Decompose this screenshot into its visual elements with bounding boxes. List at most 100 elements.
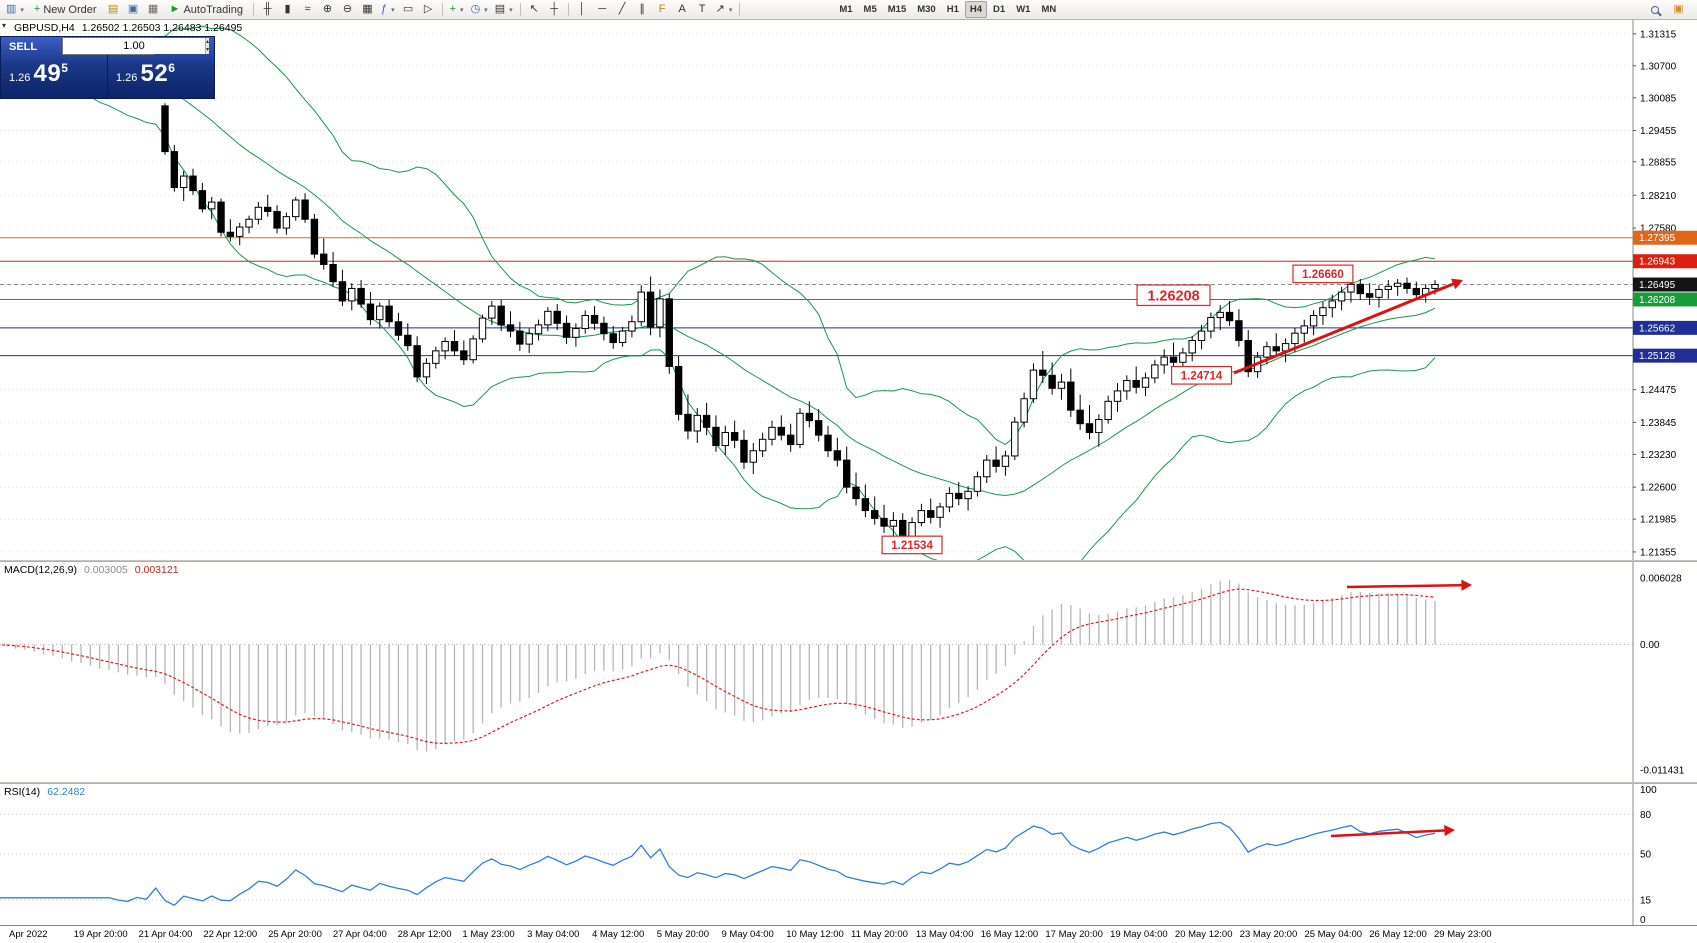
svg-text:1.28210: 1.28210	[1640, 191, 1677, 202]
time-axis-label: 13 May 04:00	[915, 929, 974, 940]
arrows-icon: ↗	[715, 3, 725, 15]
time-axis[interactable]: Apr 2022 19 Apr 20:00 21 Apr 04:00 22 Apr 1…	[0, 925, 1697, 943]
svg-text:15: 15	[1640, 896, 1652, 907]
period-icon[interactable]: ◷ ▾	[468, 1, 491, 18]
toolbar-right-icons: ▣	[1645, 1, 1694, 18]
macd-chart[interactable]: 0.006028 0.00 -0.011431	[0, 562, 1697, 782]
line-chart-icon[interactable]: ≈	[298, 1, 317, 18]
charts-window-icon[interactable]: ▥ ▾	[3, 1, 27, 18]
svg-text:0.00: 0.00	[1640, 640, 1660, 651]
search-icon[interactable]	[1645, 1, 1664, 18]
timeframe-m1[interactable]: M1	[839, 4, 853, 15]
autotrading-button-label: AutoTrading	[183, 3, 243, 16]
rsi-panel[interactable]: 100 80 50 15 0 RSI(14) 62.2482	[0, 784, 1697, 925]
time-axis-label: 9 May 04:00	[721, 929, 774, 940]
new-chart-icon: +	[449, 3, 457, 15]
horizontal-line-icon[interactable]: ─	[593, 1, 612, 18]
terminal-icon[interactable]: ▦	[144, 1, 163, 18]
timeframe-m5[interactable]: M5	[863, 4, 877, 15]
fibonacci-icon[interactable]: F	[653, 1, 672, 18]
macd-histogram	[5, 580, 1436, 752]
sell-label: SELL	[9, 41, 38, 53]
price-chart-panel[interactable]: 1.26660 1.26208 1.24714 1.21534 1.31315 1.307…	[0, 20, 1697, 560]
strategy-tester-icon: ▷	[423, 3, 433, 15]
indicators-icon[interactable]: ƒ ▾	[378, 1, 398, 18]
alerts-icon[interactable]: ▣	[1669, 1, 1688, 18]
cursor-icon[interactable]: ↖	[525, 1, 544, 18]
template-icon: ▤	[494, 3, 506, 15]
timeframe-mn[interactable]: MN	[1041, 4, 1057, 15]
panel-splitter[interactable]	[0, 782, 1697, 784]
vertical-line-icon[interactable]: │	[573, 1, 592, 18]
lot-size-box: ▴▾	[62, 37, 210, 55]
macd-signal-line	[0, 588, 1436, 745]
trendline-icon[interactable]: ╱	[613, 1, 632, 18]
tile-windows-icon[interactable]: ▦	[358, 1, 377, 18]
one-click-trading-widget: SELL 1.26 495 BUY 1.26 526 ▴▾	[0, 36, 215, 99]
panel-splitter[interactable]	[0, 560, 1697, 562]
time-axis-label: 16 May 12:00	[980, 929, 1039, 940]
rsi-line	[0, 821, 1436, 907]
svg-text:1.26495: 1.26495	[1639, 280, 1676, 291]
timeframe-h4[interactable]: H4	[964, 1, 988, 18]
svg-text:1.21985: 1.21985	[1640, 515, 1677, 526]
time-axis-label: 25 Apr 20:00	[268, 929, 322, 940]
data-window-icon[interactable]: ▭	[399, 1, 418, 18]
svg-text:1.28855: 1.28855	[1640, 157, 1677, 168]
template-icon[interactable]: ▤ ▾	[492, 1, 516, 18]
macd-trend-arrow[interactable]	[1346, 579, 1472, 591]
time-axis-label: 25 May 04:00	[1304, 929, 1363, 940]
trend-arrow[interactable]	[1233, 278, 1463, 375]
price-axis[interactable]: 1.31315 1.30700 1.30085 1.29455 1.28855 1.282…	[1632, 20, 1697, 560]
svg-text:100: 100	[1640, 785, 1657, 796]
new-order-button[interactable]: + New Order	[28, 1, 103, 18]
candlestick-chart-icon[interactable]: ▮	[278, 1, 297, 18]
one-click-toggle[interactable]: ▾	[2, 21, 7, 30]
bar-chart-icon[interactable]: ╫	[258, 1, 277, 18]
search-icon	[1650, 5, 1659, 14]
macd-axis[interactable]: 0.006028 0.00 -0.011431	[1632, 562, 1685, 782]
zoom-out-icon[interactable]: ⊖	[338, 1, 357, 18]
svg-text:1.27395: 1.27395	[1639, 233, 1676, 244]
zoom-in-icon[interactable]: ⊕	[318, 1, 337, 18]
data-window-icon: ▭	[402, 3, 414, 15]
autotrading-button[interactable]: ► AutoTrading	[164, 1, 249, 18]
arrows-icon[interactable]: ↗ ▾	[713, 1, 736, 18]
new-chart-icon[interactable]: + ▾	[447, 1, 467, 18]
text-label-icon: T	[698, 3, 706, 15]
chart-window: 1.26660 1.26208 1.24714 1.21534 1.31315 1.307…	[0, 20, 1697, 943]
lot-increase-button[interactable]: ▴	[206, 38, 210, 46]
svg-text:1.30085: 1.30085	[1640, 93, 1677, 104]
navigator-icon[interactable]: ▣	[124, 1, 143, 18]
timeframe-w1[interactable]: W1	[1016, 4, 1031, 15]
svg-text:0: 0	[1640, 915, 1646, 925]
lot-decrease-button[interactable]: ▾	[206, 46, 210, 54]
rsi-trend-arrow[interactable]	[1330, 824, 1455, 838]
timeframe-m15[interactable]: M15	[887, 4, 907, 15]
lot-size-input[interactable]	[63, 38, 205, 54]
price-chart[interactable]: 1.26660 1.26208 1.24714 1.21534 1.31315 1.307…	[0, 20, 1697, 560]
timeframe-h1[interactable]: H1	[946, 4, 959, 15]
time-axis-label: 26 May 12:00	[1369, 929, 1427, 940]
svg-text:0.006028: 0.006028	[1640, 574, 1682, 585]
price-annotations[interactable]: 1.26660 1.26208 1.24714 1.21534	[881, 264, 1354, 555]
channel-icon[interactable]: ∥	[633, 1, 652, 18]
strategy-tester-icon[interactable]: ▷	[419, 1, 438, 18]
zoom-out-icon: ⊖	[342, 3, 353, 15]
time-axis-label: 4 May 12:00	[591, 929, 645, 940]
time-axis-label: Apr 2022	[9, 929, 48, 940]
time-axis-label: 10 May 12:00	[786, 929, 844, 940]
text-icon[interactable]: A	[673, 1, 692, 18]
svg-text:1.27580: 1.27580	[1640, 224, 1677, 235]
crosshair-icon[interactable]: ┼	[545, 1, 564, 18]
text-label-icon[interactable]: T	[693, 1, 712, 18]
market-watch-icon[interactable]: ▤	[104, 1, 123, 18]
rsi-axis[interactable]: 100 80 50 15 0	[1632, 784, 1657, 925]
macd-panel[interactable]: 0.006028 0.00 -0.011431 MACD(12,26,9) 0.00…	[0, 562, 1697, 782]
time-axis-label: 28 Apr 12:00	[397, 929, 452, 940]
rsi-chart[interactable]: 100 80 50 15 0	[0, 784, 1697, 925]
timeframe-d1[interactable]: D1	[993, 4, 1006, 15]
svg-text:1.29455: 1.29455	[1640, 126, 1677, 137]
timeframe-m30[interactable]: M30	[917, 4, 936, 15]
